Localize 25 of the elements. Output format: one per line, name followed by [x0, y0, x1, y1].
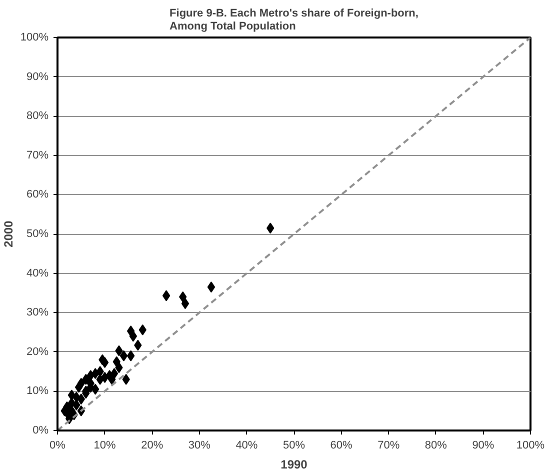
y-tick-label: 30% — [26, 306, 49, 319]
y-axis-title: 2000 — [1, 220, 16, 248]
x-axis-title: 1990 — [280, 458, 308, 471]
y-tick-label: 60% — [26, 188, 49, 201]
y-tick-label: 100% — [20, 32, 49, 44]
x-tick-label: 50% — [282, 440, 306, 452]
x-tick-label: 10% — [94, 440, 116, 452]
x-tick-label: 30% — [188, 440, 211, 452]
y-tick-label: 90% — [26, 70, 49, 83]
y-tick-label: 40% — [26, 267, 49, 280]
y-tick-label: 70% — [26, 149, 49, 162]
y-tick-label: 80% — [26, 110, 49, 122]
chart-title: Figure 9-B. Each Metro's share of Foreign-born, Among Total Population — [170, 7, 418, 32]
x-tick-label: 100% — [516, 440, 545, 452]
x-tick-label: 20% — [141, 440, 164, 452]
x-tick-label: 60% — [330, 440, 353, 452]
x-tick-label: 40% — [236, 440, 258, 452]
y-tick-label: 10% — [26, 385, 49, 398]
y-tick-label: 0% — [32, 424, 49, 436]
x-tick-label: 70% — [378, 440, 400, 452]
x-tick-label: 80% — [424, 440, 448, 452]
x-tick-label: 0% — [50, 440, 66, 452]
x-tick-label: 90% — [472, 440, 494, 452]
y-tick-label: 20% — [26, 346, 49, 358]
y-tick-label: 50% — [26, 228, 49, 240]
